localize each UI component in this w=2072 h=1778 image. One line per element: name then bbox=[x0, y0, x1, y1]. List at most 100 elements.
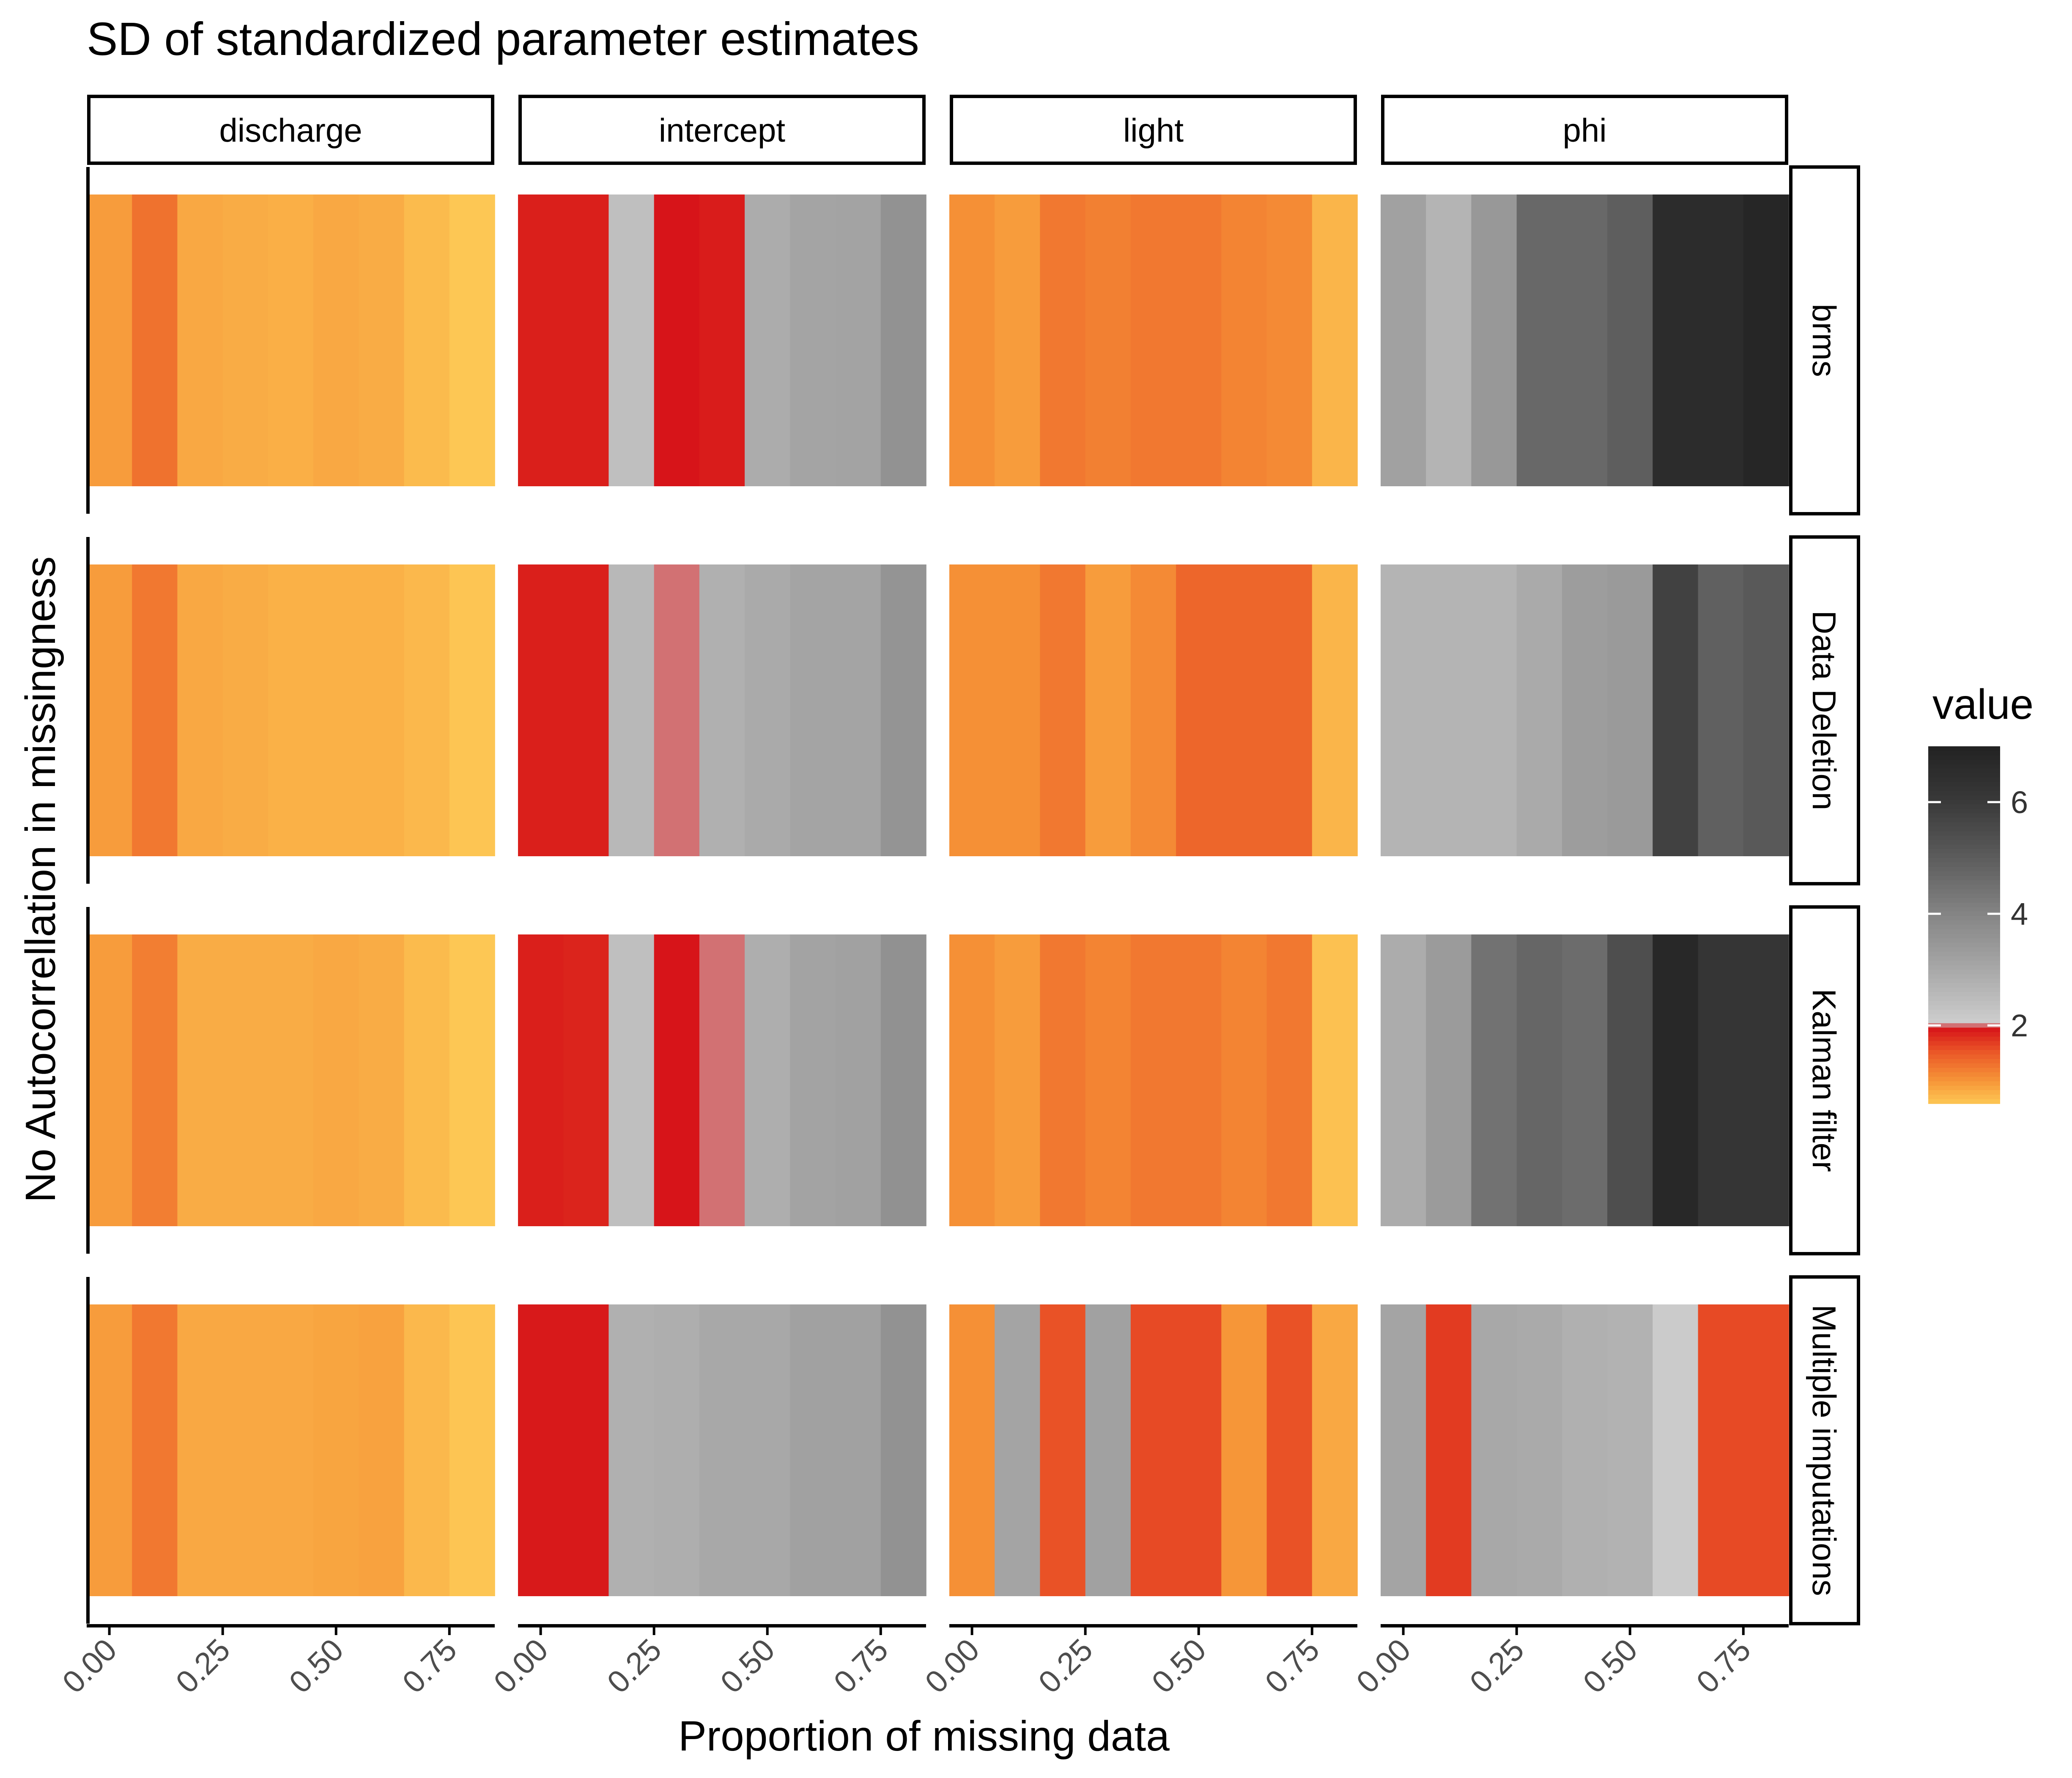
heat-tile bbox=[404, 934, 450, 1226]
heat-tile bbox=[359, 564, 405, 856]
legend-color-step bbox=[1928, 987, 2000, 992]
legend-color-step bbox=[1928, 1085, 2000, 1091]
heat-tile bbox=[1607, 195, 1653, 486]
heat-tile bbox=[699, 195, 745, 486]
heat-tile bbox=[608, 1304, 655, 1596]
legend-color-step bbox=[1928, 862, 2000, 867]
heat-tile bbox=[359, 934, 405, 1226]
heat-tile bbox=[995, 195, 1041, 486]
heat-tile bbox=[880, 195, 926, 486]
heat-tile bbox=[745, 564, 791, 856]
legend-color-step bbox=[1928, 768, 2000, 774]
legend-color-step bbox=[1928, 808, 2000, 814]
heat-tile bbox=[313, 564, 359, 856]
legend-color-step bbox=[1928, 827, 2000, 832]
legend-color-step bbox=[1928, 818, 2000, 823]
legend-color-step bbox=[1928, 996, 2000, 1001]
legend-color-step bbox=[1928, 1032, 2000, 1037]
heat-tile bbox=[1562, 564, 1608, 856]
legend-color-step bbox=[1928, 1077, 2000, 1082]
strip-phi bbox=[1381, 95, 1788, 165]
heat-tile bbox=[949, 934, 995, 1226]
heat-tile bbox=[790, 195, 836, 486]
heat-tile bbox=[1176, 934, 1222, 1226]
legend-color-step bbox=[1928, 1010, 2000, 1015]
legend-color-step bbox=[1928, 751, 2000, 756]
legend-color-step bbox=[1928, 746, 2000, 751]
legend-color-step bbox=[1928, 773, 2000, 778]
legend-color-step bbox=[1928, 791, 2000, 796]
legend-color-step bbox=[1928, 876, 2000, 881]
strip-label-multiple-imputations: Multiple imputations bbox=[1806, 1304, 1843, 1596]
heat-tile bbox=[268, 195, 314, 486]
legend-color-step bbox=[1928, 759, 2000, 765]
legend-color-step bbox=[1928, 867, 2000, 872]
strip-label-discharge: discharge bbox=[219, 112, 362, 149]
legend-color-step bbox=[1928, 858, 2000, 863]
heat-tile bbox=[404, 195, 450, 486]
heat-tile bbox=[654, 564, 700, 856]
heat-tile bbox=[1381, 564, 1426, 856]
heat-tile bbox=[995, 1304, 1041, 1596]
heat-tile bbox=[835, 195, 881, 486]
strip-label-phi: phi bbox=[1562, 112, 1606, 149]
legend-color-step bbox=[1928, 853, 2000, 858]
heat-tile bbox=[449, 934, 495, 1226]
legend-color-step bbox=[1928, 893, 2000, 899]
heat-tile bbox=[1562, 1304, 1608, 1596]
legend-title: value bbox=[1932, 681, 2034, 728]
heat-tile bbox=[699, 564, 745, 856]
heat-tile bbox=[359, 195, 405, 486]
heat-tile bbox=[1698, 1304, 1744, 1596]
legend-color-step bbox=[1928, 1059, 2000, 1064]
heat-tile bbox=[608, 564, 655, 856]
color-legend: value 2 4 6 bbox=[1928, 681, 2034, 1104]
heat-tile bbox=[1176, 195, 1222, 486]
heat-tile bbox=[654, 195, 700, 486]
heat-tile bbox=[880, 934, 926, 1226]
heat-tile bbox=[1221, 1304, 1267, 1596]
legend-color-step bbox=[1928, 804, 2000, 809]
heat-tile bbox=[359, 1304, 405, 1596]
heat-tile bbox=[1176, 564, 1222, 856]
heat-tile bbox=[132, 564, 178, 856]
heat-tile bbox=[1426, 1304, 1472, 1596]
heat-tile bbox=[1312, 934, 1358, 1226]
heat-tile bbox=[654, 934, 700, 1226]
legend-color-step bbox=[1928, 880, 2000, 885]
heat-tile bbox=[1698, 934, 1744, 1226]
heat-tile bbox=[132, 1304, 178, 1596]
heat-tile bbox=[518, 934, 564, 1226]
legend-color-step bbox=[1928, 871, 2000, 877]
heat-tile bbox=[449, 564, 495, 856]
legend-color-step bbox=[1928, 916, 2000, 921]
legend-color-step bbox=[1928, 786, 2000, 792]
legend-color-step bbox=[1928, 813, 2000, 818]
heat-tile bbox=[949, 1304, 995, 1596]
heat-tile bbox=[1312, 1304, 1358, 1596]
legend-color-step bbox=[1928, 942, 2000, 948]
heat-tile bbox=[1312, 564, 1358, 856]
legend-color-step bbox=[1928, 800, 2000, 805]
heat-tile bbox=[1562, 195, 1608, 486]
legend-color-step bbox=[1928, 934, 2000, 939]
heat-tile bbox=[1221, 564, 1267, 856]
heat-tile bbox=[1085, 934, 1131, 1226]
heat-tile bbox=[177, 1304, 223, 1596]
heat-tile bbox=[1743, 1304, 1789, 1596]
legend-color-step bbox=[1928, 978, 2000, 984]
legend-color-step bbox=[1928, 965, 2000, 970]
heat-tile bbox=[1040, 564, 1086, 856]
heat-tile bbox=[835, 1304, 881, 1596]
heat-tile bbox=[313, 934, 359, 1226]
legend-color-step bbox=[1928, 764, 2000, 769]
y-axis-title: No Autocorrellation in missingness bbox=[17, 556, 64, 1203]
heat-tile bbox=[1471, 195, 1517, 486]
legend-color-step bbox=[1928, 1045, 2000, 1051]
legend-color-step bbox=[1928, 1027, 2000, 1033]
strip-label-intercept: intercept bbox=[659, 112, 785, 149]
legend-tick-label: 4 bbox=[2011, 896, 2028, 931]
heat-tile bbox=[177, 564, 223, 856]
legend-color-step bbox=[1928, 925, 2000, 930]
heat-tile bbox=[1381, 934, 1426, 1226]
